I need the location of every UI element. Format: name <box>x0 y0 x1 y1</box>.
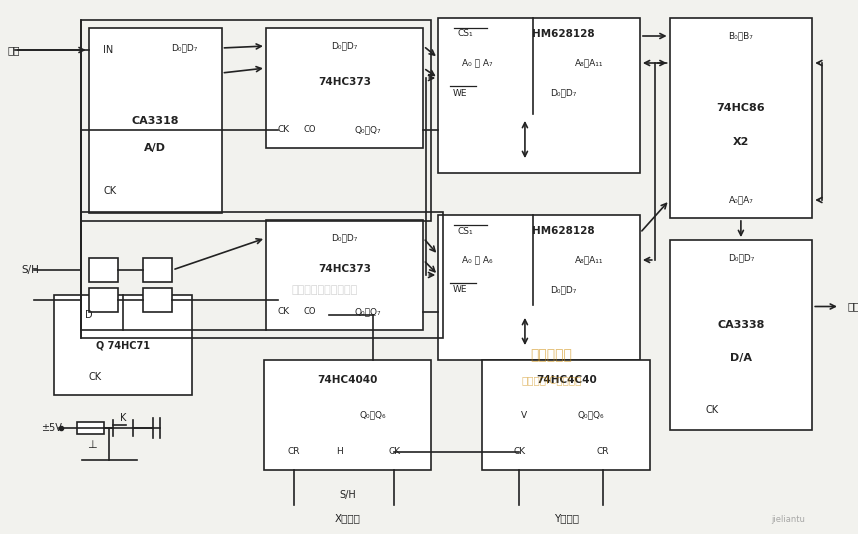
Bar <box>88 258 118 282</box>
Text: Q₀～Q₆: Q₀～Q₆ <box>578 411 605 420</box>
Text: D₀～D₇: D₀～D₇ <box>171 43 197 52</box>
Text: CR: CR <box>596 447 609 457</box>
Text: 输入: 输入 <box>8 45 21 55</box>
Bar <box>669 18 813 218</box>
Bar <box>669 240 813 430</box>
Text: 杭州科青科技有限公司: 杭州科青科技有限公司 <box>292 285 358 295</box>
Text: X2: X2 <box>733 137 749 147</box>
Bar <box>266 220 423 330</box>
Bar <box>81 20 432 221</box>
Bar <box>142 288 172 312</box>
Text: S/H: S/H <box>21 265 39 275</box>
Text: HM628128: HM628128 <box>532 29 595 39</box>
Bar <box>438 215 640 360</box>
Text: X轴脉冲: X轴脉冲 <box>335 513 360 523</box>
Text: CK: CK <box>706 405 719 415</box>
Text: A₈～A₁₁: A₈～A₁₁ <box>575 59 604 67</box>
Text: K: K <box>120 413 126 423</box>
Text: D₀～D₇: D₀～D₇ <box>331 42 358 51</box>
Text: WE: WE <box>452 89 467 98</box>
Text: CA3338: CA3338 <box>717 320 764 331</box>
Text: D₀～D₇: D₀～D₇ <box>331 233 358 242</box>
Text: A₀ ～ A₇: A₀ ～ A₇ <box>462 59 492 67</box>
Text: HM628128: HM628128 <box>532 226 595 236</box>
Text: 74HC373: 74HC373 <box>318 77 372 87</box>
Bar <box>438 18 640 173</box>
Bar <box>482 360 650 470</box>
Bar <box>88 28 221 213</box>
Text: 输出: 输出 <box>848 302 858 311</box>
Bar <box>264 360 432 470</box>
Text: ±5V: ±5V <box>41 423 63 433</box>
Text: CS₁: CS₁ <box>458 29 474 38</box>
Text: CR: CR <box>287 447 300 457</box>
Text: CA3318: CA3318 <box>131 115 178 125</box>
Text: A₈～A₁₁: A₈～A₁₁ <box>575 255 604 264</box>
Text: CO: CO <box>303 308 316 317</box>
Text: 74HC4C40: 74HC4C40 <box>535 375 596 385</box>
Text: CK: CK <box>89 372 102 382</box>
Text: CK: CK <box>389 447 401 457</box>
Text: Q₀～Q₇: Q₀～Q₇ <box>355 125 382 135</box>
Text: D₀～D₇: D₀～D₇ <box>550 286 577 294</box>
Bar <box>81 212 443 338</box>
Text: A₀～A₇: A₀～A₇ <box>728 195 753 205</box>
Text: jieliantu: jieliantu <box>770 515 805 524</box>
Text: CK: CK <box>278 125 290 135</box>
Text: Q₀～Q₆: Q₀～Q₆ <box>360 411 386 420</box>
Text: V: V <box>521 411 528 420</box>
Text: WE: WE <box>452 286 467 294</box>
Text: A/D: A/D <box>144 143 166 153</box>
Text: IN: IN <box>103 45 113 55</box>
Bar <box>88 288 118 312</box>
Text: H: H <box>335 447 342 457</box>
Text: A₀ ～ A₆: A₀ ～ A₆ <box>462 255 492 264</box>
Bar <box>77 422 105 434</box>
Text: ⊥: ⊥ <box>87 440 96 450</box>
Text: 74HC373: 74HC373 <box>318 264 372 274</box>
Text: D₀～D₇: D₀～D₇ <box>728 254 754 263</box>
Text: 74HC86: 74HC86 <box>716 103 765 113</box>
Text: Q 74HC71: Q 74HC71 <box>96 340 150 350</box>
Text: S/H: S/H <box>339 490 356 500</box>
Bar <box>266 28 423 148</box>
Text: D: D <box>85 310 93 320</box>
Text: D/A: D/A <box>730 353 752 363</box>
Text: Q₀～Q₇: Q₀～Q₇ <box>355 308 382 317</box>
Text: CK: CK <box>513 447 525 457</box>
Text: D₀～D₇: D₀～D₇ <box>550 89 577 98</box>
Text: CO: CO <box>303 125 316 135</box>
Text: 74HC4040: 74HC4040 <box>317 375 378 385</box>
Text: 电子市场网: 电子市场网 <box>530 348 572 362</box>
Text: CS₁: CS₁ <box>458 226 474 235</box>
Text: CK: CK <box>278 308 290 317</box>
Bar <box>54 295 192 395</box>
Text: Y轴脉冲: Y轴脉冲 <box>553 513 578 523</box>
Text: B₀～B₇: B₀～B₇ <box>728 32 753 41</box>
Bar <box>142 258 172 282</box>
Text: 全球最大IC采购网站: 全球最大IC采购网站 <box>521 375 582 385</box>
Text: CK: CK <box>103 186 117 196</box>
